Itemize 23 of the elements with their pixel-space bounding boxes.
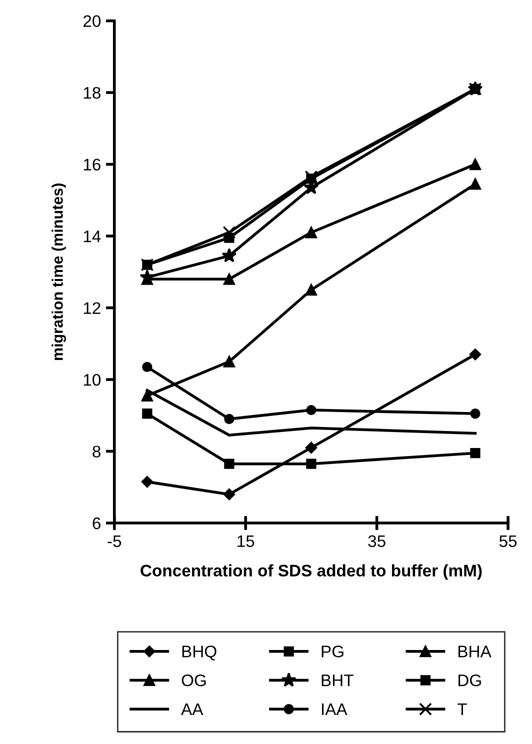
legend-label: BHA	[458, 646, 492, 658]
y-tick-label: 20	[83, 15, 101, 28]
legend-label: BHT	[322, 674, 354, 686]
y-tick-label: 14	[84, 230, 101, 242]
legend-label: PG	[322, 646, 344, 658]
legend-label: IAA	[322, 703, 348, 715]
y-tick-label: 12	[84, 302, 100, 314]
y-tick-label: 16	[84, 158, 100, 171]
x-tick-label: 35	[368, 535, 386, 548]
y-axis-title: migration time (minutes)	[52, 184, 66, 360]
x-axis-title: Concentration of SDS added to buffer (mM)	[140, 564, 482, 580]
y-tick-label: 6	[92, 517, 100, 530]
x-tick-label: 55	[499, 535, 517, 548]
y-tick-label: 8	[92, 446, 100, 458]
legend-label: BHQ	[182, 646, 216, 660]
legend-label: AA	[181, 703, 204, 715]
x-tick-label: 15	[238, 535, 254, 548]
legend-label: DG	[458, 674, 481, 686]
legend-label: T	[458, 703, 467, 715]
y-tick-label: 18	[84, 86, 100, 99]
legend-label: OG	[182, 674, 206, 686]
x-tick-label: -5	[108, 535, 122, 548]
y-tick-label: 10	[84, 374, 101, 386]
